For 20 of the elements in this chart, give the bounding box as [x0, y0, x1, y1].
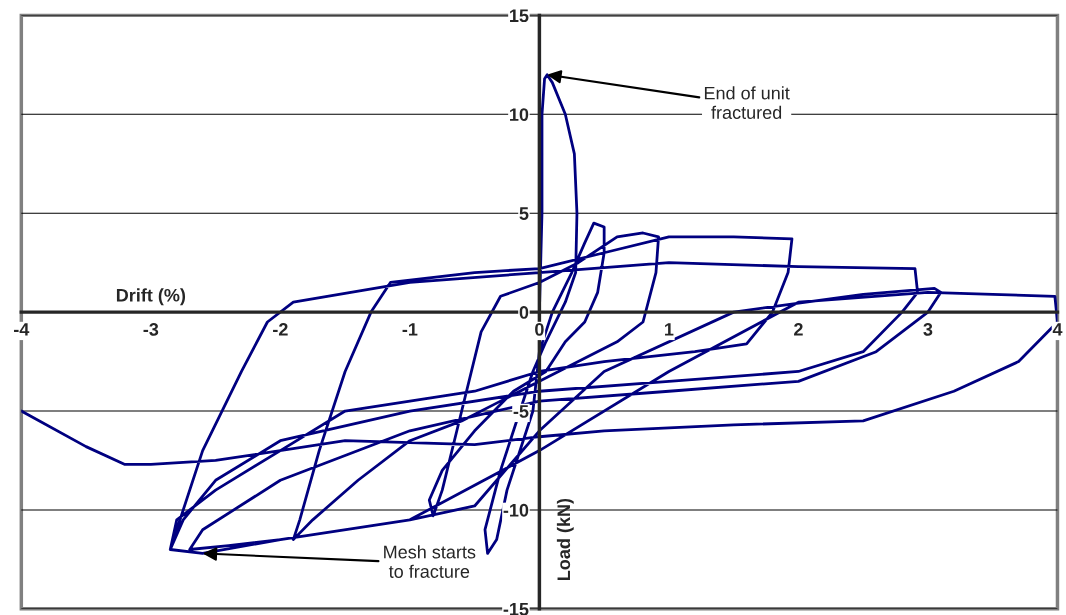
x-axis-title: Drift (%): [116, 288, 186, 306]
y-tick-label: 10: [510, 108, 529, 122]
annotation: End of unit fractured: [704, 86, 790, 119]
y-axis-title: Load (kN): [556, 498, 574, 581]
x-tick-label: 3: [923, 323, 933, 336]
x-tick-label: 1: [665, 323, 674, 336]
x-tick-label: -2: [273, 323, 288, 336]
x-tick-label: -4: [14, 323, 30, 336]
y-tick-label: 5: [519, 207, 529, 220]
x-tick-label: 4: [1052, 323, 1063, 336]
annotation: Mesh starts to fracture: [384, 545, 476, 578]
y-tick-label: -15: [503, 602, 529, 615]
x-tick-label: -1: [402, 323, 418, 336]
y-tick-label: 15: [510, 9, 529, 23]
y-tick-label: -10: [503, 503, 529, 517]
x-tick-label: -3: [143, 323, 159, 336]
x-tick-label: 2: [794, 323, 803, 336]
y-tick-label: 0: [519, 306, 529, 319]
y-tick-label: -5: [513, 405, 529, 418]
x-tick-label: 0: [535, 323, 544, 336]
